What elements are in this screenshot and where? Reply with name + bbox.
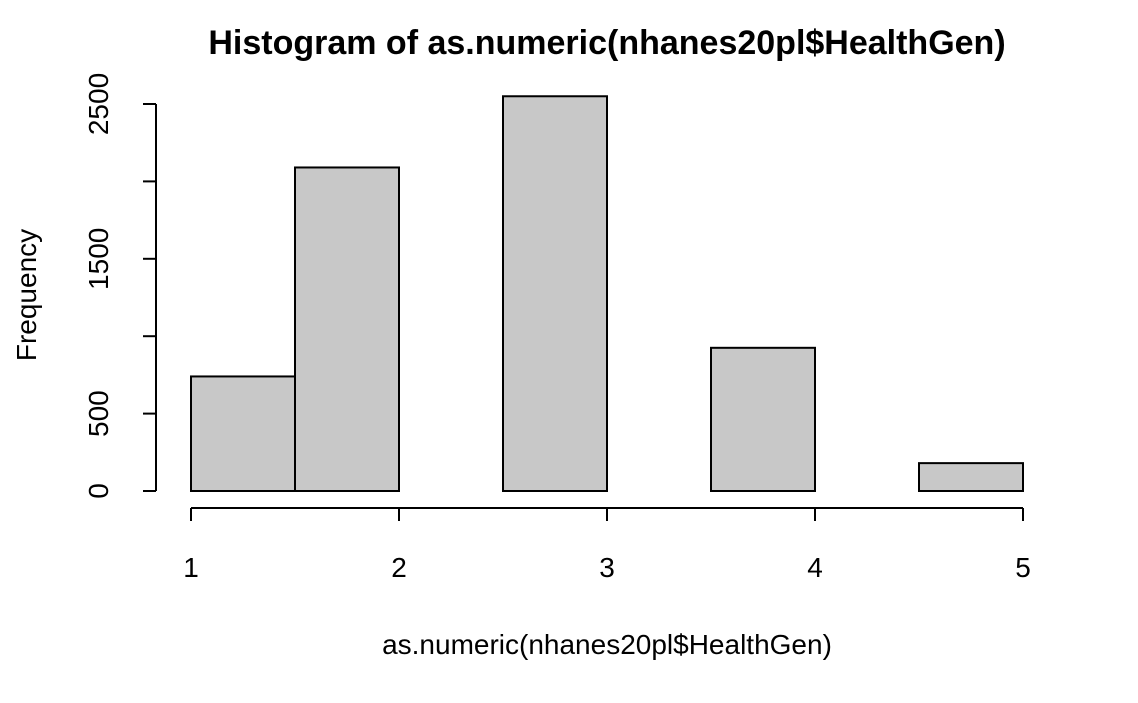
- x-tick-label: 4: [807, 552, 823, 583]
- y-tick-label: 500: [83, 390, 114, 437]
- x-tick-label: 2: [391, 552, 407, 583]
- y-axis: 0 500 1500 2500: [83, 73, 157, 499]
- x-axis-label: as.numeric(nhanes20pl$HealthGen): [382, 629, 832, 660]
- y-tick-label: 0: [83, 483, 114, 499]
- bars-group: [190, 95, 1024, 493]
- histogram-bar-5: [710, 346, 816, 492]
- histogram-bar-7: [918, 462, 1024, 492]
- chart-title: Histogram of as.numeric(nhanes20pl$Healt…: [208, 24, 1005, 62]
- histogram-bar-3: [502, 95, 608, 492]
- y-tick-label: 2500: [83, 73, 114, 135]
- x-axis: 1 2 3 4 5: [183, 507, 1031, 583]
- histogram-bar-1: [294, 166, 400, 493]
- y-tick-label: 1500: [83, 228, 114, 290]
- histogram-bar-0: [190, 375, 296, 492]
- x-tick-label: 3: [599, 552, 615, 583]
- x-tick-label: 5: [1015, 552, 1031, 583]
- y-axis-label: Frequency: [11, 229, 42, 361]
- x-tick-label: 1: [183, 552, 199, 583]
